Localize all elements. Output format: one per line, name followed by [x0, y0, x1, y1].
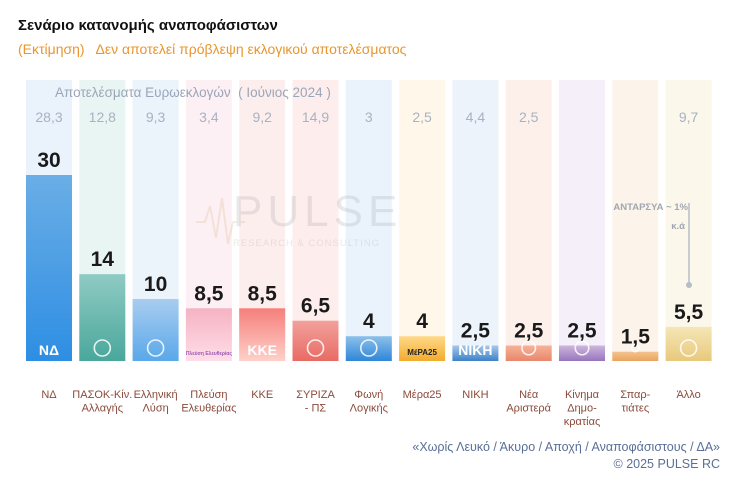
- party-logo-mark: [679, 339, 698, 357]
- column-background: [559, 80, 605, 361]
- footer-note: «Χωρίς Λευκό / Άκυρο / Αποχή / Αναποφάσι…: [412, 440, 720, 454]
- bar: [559, 345, 605, 361]
- bar: [505, 345, 552, 361]
- bar: [239, 308, 286, 361]
- value-label: 8,5: [248, 282, 278, 305]
- euro-result-label: 12,8: [89, 109, 116, 125]
- watermark-brand: PULSE: [233, 187, 402, 236]
- value-labels: 30 14 10 8,5 8,5 6,5 4 4 2,5 2,5 2,5 1,5 5,5: [37, 149, 703, 349]
- party-logo-mark: [630, 343, 640, 353]
- euro-results-heading: Αποτελέσματα Ευρωεκλογών ( Ιούνιος 2024 …: [55, 85, 331, 100]
- party-logo-text: Πλεύση Ελευθερίας: [186, 351, 233, 357]
- category-label: Μέρα25: [403, 389, 442, 401]
- value-label: 6,5: [301, 295, 331, 318]
- euro-result-label: 9,3: [146, 109, 166, 125]
- category-label: Άλλο: [676, 389, 700, 401]
- watermark-tagline: RESEARCH & CONSULTING: [233, 238, 380, 249]
- party-logo-text: ΜέΡΑ25: [407, 348, 437, 357]
- value-label: 10: [144, 273, 167, 296]
- value-label: 1,5: [621, 326, 651, 349]
- category-label: ΝΔ: [41, 389, 57, 401]
- bar: [79, 274, 126, 361]
- column-background: [612, 80, 659, 361]
- category-label: Σπαρ-τιάτες: [620, 389, 650, 415]
- column-background: [292, 80, 339, 361]
- watermark-pulse-line: [196, 197, 245, 245]
- party-logo-text: ΚΚΕ: [247, 342, 277, 358]
- party-logo-text: ΝΙΚΗ: [458, 342, 492, 358]
- value-label: 4: [416, 310, 428, 333]
- chart-subtitle: (Εκτίμηση) Δεν αποτελεί πρόβλεψη εκλογικ…: [18, 41, 406, 57]
- category-label: Νέα Αριστερά: [506, 389, 551, 415]
- euro-result-label: 3,4: [199, 109, 219, 125]
- euro-result-label: 9,7: [679, 109, 699, 125]
- bar: [132, 299, 179, 361]
- category-label: Πλεύση Ελευθερίας: [181, 389, 236, 415]
- bar: [26, 175, 72, 361]
- category-label: ΠΑΣΟΚ-Κίν. Αλλαγής: [72, 389, 132, 415]
- value-label: 30: [37, 149, 60, 172]
- euro-result-label: 9,2: [252, 109, 272, 125]
- party-logo-text: ΝΔ: [39, 342, 59, 358]
- copyright: © 2025 PULSE RC: [613, 457, 720, 471]
- estimate-label: (Εκτίμηση): [18, 41, 85, 57]
- euro-result-label: 3: [365, 109, 373, 125]
- party-logo-mark: [306, 339, 325, 357]
- value-label: 4: [363, 310, 375, 333]
- value-label: 2,5: [461, 320, 491, 343]
- bar: [452, 345, 499, 361]
- annotation-line1: ΑΝΤΑΡΣΥΑ ~ 1%: [613, 202, 688, 213]
- annotation-dot: [686, 282, 692, 288]
- euro-result-label: 2,5: [412, 109, 432, 125]
- euro-result-label: 2,5: [519, 109, 539, 125]
- euro-result-label: 14,9: [302, 109, 329, 125]
- category-label: Κίνημα Δημο-κρατίας: [564, 389, 601, 428]
- value-label: 8,5: [194, 282, 224, 305]
- pulse-watermark: PULSE RESEARCH & CONSULTING: [196, 187, 402, 249]
- party-logos: ΝΔ Πλεύση Ελευθερίας ΚΚΕ ΜέΡΑ25 ΝΙΚΗ: [39, 339, 698, 358]
- chart-title: Σενάριο κατανομής αναποφάσιστων: [18, 17, 278, 34]
- category-label: Φωνή Λογικής: [350, 389, 388, 415]
- category-label: ΝΙΚΗ: [462, 389, 488, 401]
- value-label: 2,5: [514, 320, 544, 343]
- value-label: 14: [91, 248, 115, 271]
- euro-result-label: 28,3: [35, 109, 62, 125]
- euro-result-labels: 28,3 12,8 9,3 3,4 9,2 14,9 3 2,5 4,4 2,5 9,7: [35, 109, 698, 125]
- value-label: 5,5: [674, 301, 704, 324]
- bar: [185, 308, 232, 361]
- category-label: Ελληνική Λύση: [134, 389, 178, 415]
- disclaimer-label: Δεν αποτελεί πρόβλεψη εκλογικού αποτελέσ…: [95, 41, 407, 57]
- party-logo-mark: [93, 339, 112, 357]
- bars: [26, 175, 712, 361]
- column-background: [345, 80, 392, 361]
- party-logo-mark: [574, 340, 590, 356]
- category-label: ΣΥΡΙΖΑ - ΠΣ: [296, 389, 335, 415]
- annotation-line2: κ.ά: [671, 221, 685, 232]
- party-logo-mark: [521, 340, 537, 356]
- euro-result-label: 4,4: [466, 109, 486, 125]
- antarsya-annotation: ΑΝΤΑΡΣΥΑ ~ 1% κ.ά: [613, 202, 692, 288]
- column-background: [399, 80, 446, 361]
- bar: [612, 351, 659, 361]
- party-logo-mark: [146, 339, 165, 357]
- value-label: 2,5: [567, 320, 597, 343]
- bar: [292, 320, 339, 361]
- bar: [399, 336, 446, 361]
- party-logo-mark: [359, 339, 378, 357]
- column-background: [505, 80, 552, 361]
- column-background: [452, 80, 499, 361]
- category-label: ΚΚΕ: [251, 389, 273, 401]
